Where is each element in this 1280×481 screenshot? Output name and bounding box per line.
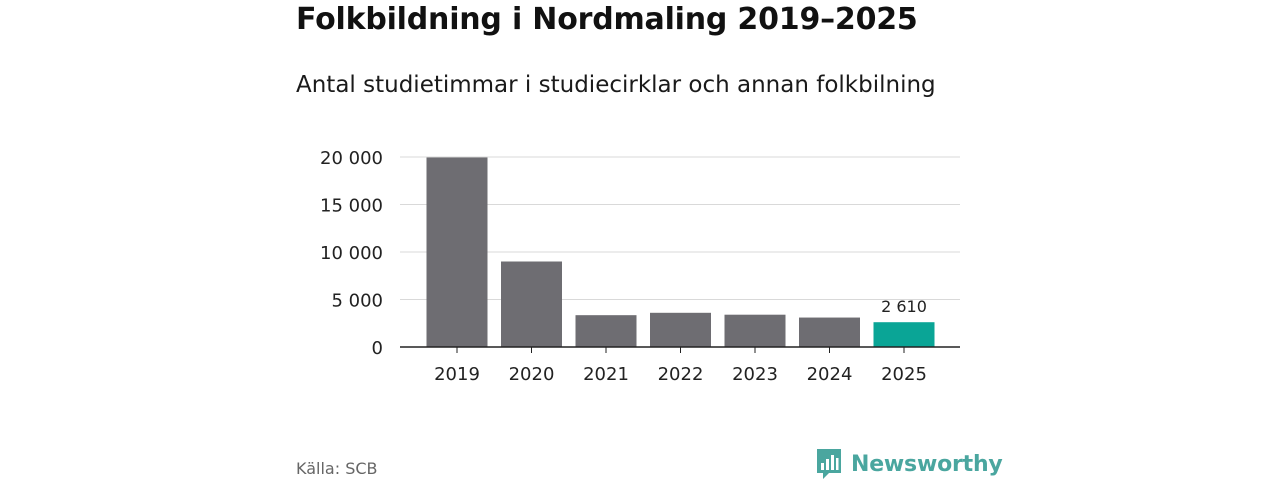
y-tick-label: 15 000 xyxy=(320,196,383,217)
brand-logo: Newsworthy xyxy=(815,447,1003,481)
x-tick-label: 2024 xyxy=(807,364,853,385)
x-tick-label: 2023 xyxy=(732,364,778,385)
y-tick-label: 5 000 xyxy=(331,291,383,312)
bar-2022 xyxy=(650,312,711,347)
bar-2019 xyxy=(426,157,488,347)
x-tick-label: 2019 xyxy=(434,364,480,385)
x-tick-labels: 2019 2020 2021 2022 2023 2024 2025 xyxy=(434,347,927,385)
bar-chart: 0 5 000 10 000 15 000 20 000 2019 2020 2021 202… xyxy=(320,148,960,385)
data-label: 2 610 xyxy=(881,297,927,316)
brand-name: Newsworthy xyxy=(851,451,1003,477)
data-labels: 2 610 xyxy=(881,297,927,316)
bars xyxy=(426,157,935,347)
chart-title: Folkbildning i Nordmaling 2019–2025 xyxy=(296,2,918,37)
x-tick-label: 2021 xyxy=(583,364,629,385)
bar-2021 xyxy=(575,315,637,347)
y-tick-labels: 0 5 000 10 000 15 000 20 000 xyxy=(320,148,383,359)
bar-chart-speech-bubble-icon xyxy=(817,449,841,479)
gridlines xyxy=(400,156,960,300)
source-note: Källa: SCB xyxy=(296,459,378,478)
bar-2025 xyxy=(873,322,935,347)
bar-2020 xyxy=(501,261,562,347)
bar-2024 xyxy=(799,317,860,347)
y-tick-label: 10 000 xyxy=(320,243,383,264)
x-tick-label: 2025 xyxy=(881,364,927,385)
y-tick-label: 0 xyxy=(372,338,383,359)
x-tick-label: 2022 xyxy=(658,364,704,385)
bar-2023 xyxy=(724,314,786,347)
y-tick-label: 20 000 xyxy=(320,148,383,169)
chart-subtitle: Antal studietimmar i studiecirklar och a… xyxy=(296,72,936,98)
x-tick-label: 2020 xyxy=(509,364,555,385)
